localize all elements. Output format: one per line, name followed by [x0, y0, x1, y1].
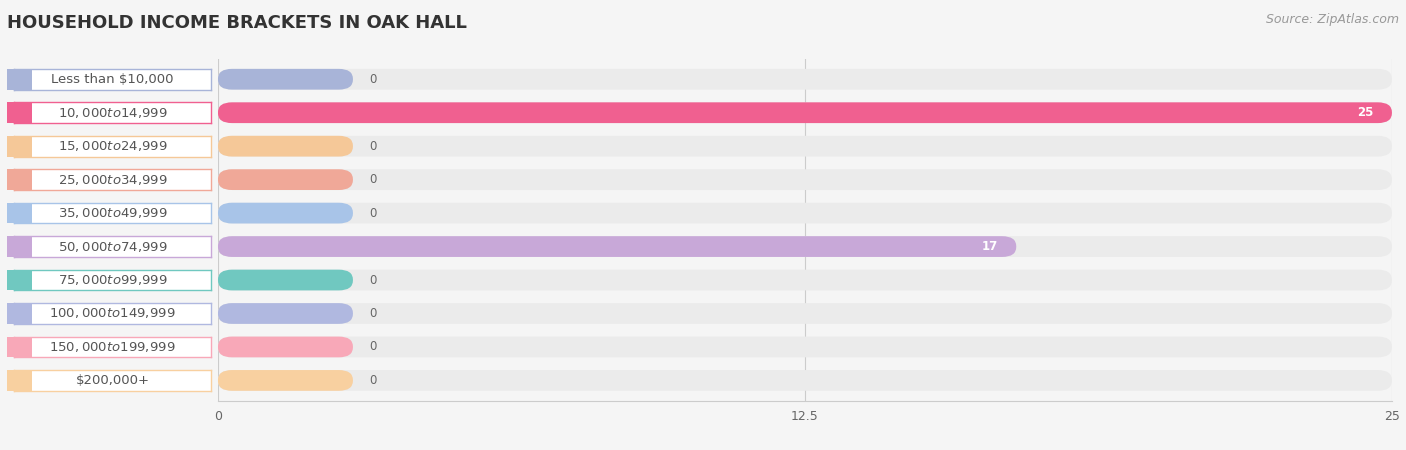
Text: 0: 0 — [370, 274, 377, 287]
Text: 0: 0 — [370, 73, 377, 86]
FancyBboxPatch shape — [218, 69, 353, 90]
FancyBboxPatch shape — [218, 370, 353, 391]
FancyBboxPatch shape — [218, 203, 1392, 224]
FancyBboxPatch shape — [218, 136, 353, 157]
Text: $35,000 to $49,999: $35,000 to $49,999 — [58, 206, 167, 220]
Text: $150,000 to $199,999: $150,000 to $199,999 — [49, 340, 176, 354]
Text: $10,000 to $14,999: $10,000 to $14,999 — [58, 106, 167, 120]
FancyBboxPatch shape — [218, 370, 1392, 391]
FancyBboxPatch shape — [218, 102, 1392, 123]
Text: 0: 0 — [370, 307, 377, 320]
Text: $75,000 to $99,999: $75,000 to $99,999 — [58, 273, 167, 287]
Text: 25: 25 — [1357, 106, 1374, 119]
FancyBboxPatch shape — [218, 303, 353, 324]
FancyBboxPatch shape — [218, 169, 1392, 190]
Text: HOUSEHOLD INCOME BRACKETS IN OAK HALL: HOUSEHOLD INCOME BRACKETS IN OAK HALL — [7, 14, 467, 32]
Text: 0: 0 — [370, 207, 377, 220]
Text: 0: 0 — [370, 341, 377, 353]
Text: 0: 0 — [370, 173, 377, 186]
Text: 0: 0 — [370, 140, 377, 153]
Text: $50,000 to $74,999: $50,000 to $74,999 — [58, 239, 167, 253]
Text: $100,000 to $149,999: $100,000 to $149,999 — [49, 306, 176, 320]
FancyBboxPatch shape — [218, 270, 353, 290]
FancyBboxPatch shape — [218, 337, 1392, 357]
FancyBboxPatch shape — [218, 169, 353, 190]
Text: 17: 17 — [981, 240, 997, 253]
FancyBboxPatch shape — [218, 236, 1392, 257]
FancyBboxPatch shape — [218, 102, 1392, 123]
Text: 0: 0 — [370, 374, 377, 387]
FancyBboxPatch shape — [218, 203, 353, 224]
Text: $25,000 to $34,999: $25,000 to $34,999 — [58, 173, 167, 187]
Text: $15,000 to $24,999: $15,000 to $24,999 — [58, 139, 167, 153]
FancyBboxPatch shape — [218, 69, 1392, 90]
FancyBboxPatch shape — [218, 303, 1392, 324]
FancyBboxPatch shape — [218, 337, 353, 357]
Text: Source: ZipAtlas.com: Source: ZipAtlas.com — [1265, 14, 1399, 27]
FancyBboxPatch shape — [218, 136, 1392, 157]
Text: $200,000+: $200,000+ — [76, 374, 149, 387]
Text: Less than $10,000: Less than $10,000 — [51, 73, 174, 86]
FancyBboxPatch shape — [218, 236, 1017, 257]
FancyBboxPatch shape — [218, 270, 1392, 290]
